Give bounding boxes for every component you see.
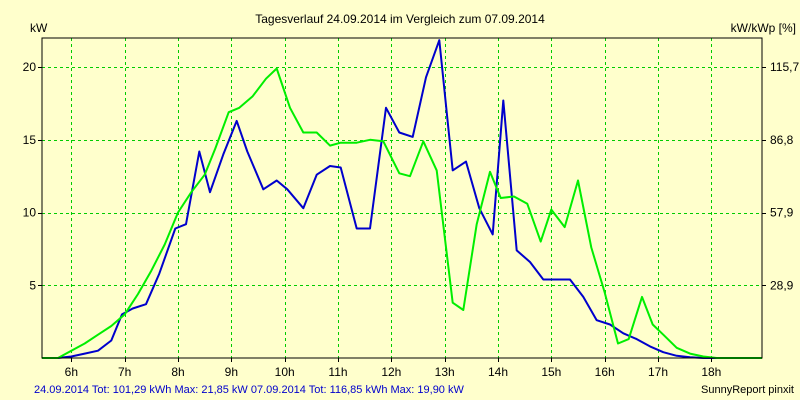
y2-tick-label: 86,8 xyxy=(770,133,794,147)
y2-ticks: 28,9 57,9 86,8 115,7 xyxy=(762,60,799,292)
y-axis-label: kW xyxy=(30,21,48,35)
y-tick-label: 10 xyxy=(23,206,37,220)
x-tick-label: 6h xyxy=(65,365,78,379)
y2-tick-label: 28,9 xyxy=(770,278,794,292)
footer-credit: SunnyReport pinxit xyxy=(701,384,794,396)
plot-frame xyxy=(41,37,763,359)
plot-area xyxy=(42,38,762,358)
x-tick-label: 18h xyxy=(701,365,721,379)
x-ticks: 6h 7h 8h 9h 10h 11h 12h 13h 14h 15h 16h 17h 18h xyxy=(65,358,721,379)
x-tick-label: 7h xyxy=(118,365,131,379)
x-tick-label: 17h xyxy=(648,365,668,379)
y2-tick-label: 115,7 xyxy=(770,60,799,74)
chart-title: Tagesverlauf 24.09.2014 im Vergleich zum… xyxy=(255,12,545,26)
series-line-2 xyxy=(42,67,762,359)
x-tick-label: 16h xyxy=(595,365,615,379)
y-tick-label: 15 xyxy=(23,133,37,147)
series-group xyxy=(42,39,762,359)
y-ticks: 5 10 15 20 xyxy=(23,60,42,292)
x-tick-label: 8h xyxy=(171,365,184,379)
x-tick-label: 15h xyxy=(541,365,561,379)
x-tick-label: 12h xyxy=(381,365,401,379)
x-tick-label: 14h xyxy=(488,365,508,379)
y2-axis-label: kW/kWp [%] xyxy=(731,21,796,35)
grid xyxy=(42,38,762,358)
y-tick-label: 20 xyxy=(23,60,37,74)
x-tick-label: 10h xyxy=(275,365,295,379)
y2-tick-label: 57,9 xyxy=(770,206,794,220)
x-tick-label: 13h xyxy=(435,365,455,379)
x-tick-label: 9h xyxy=(225,365,238,379)
series-line-1 xyxy=(42,39,744,359)
x-tick-label: 11h xyxy=(328,365,347,379)
y-tick-label: 5 xyxy=(29,278,36,292)
footer-summary: 24.09.2014 Tot: 101,29 kWh Max: 21,85 kW… xyxy=(34,384,464,396)
